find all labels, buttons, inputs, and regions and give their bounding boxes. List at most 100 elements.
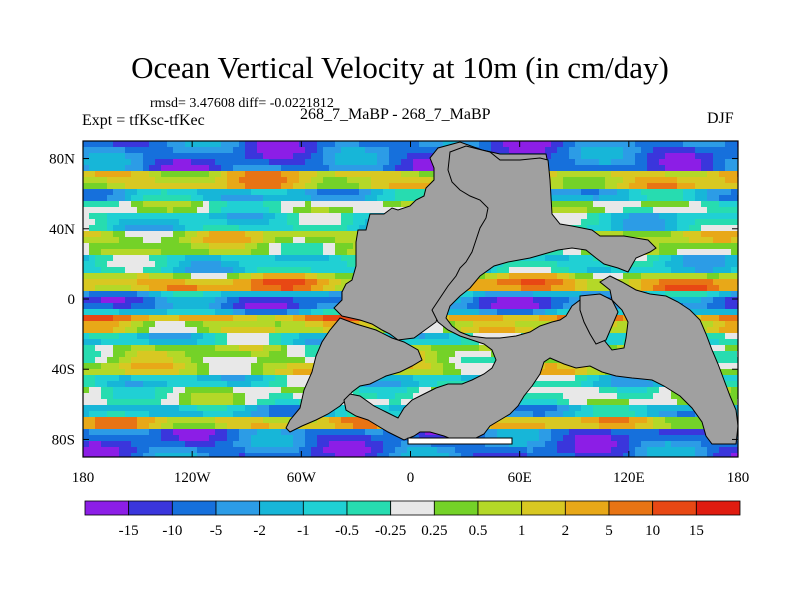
- field-cell: [599, 171, 605, 177]
- field-cell: [491, 309, 497, 315]
- field-cell: [185, 429, 191, 435]
- field-cell: [281, 375, 287, 381]
- field-cell: [203, 267, 209, 273]
- field-cell: [527, 441, 533, 447]
- field-cell: [113, 435, 119, 441]
- field-cell: [101, 171, 107, 177]
- field-cell: [203, 219, 209, 225]
- field-cell: [641, 255, 647, 261]
- field-cell: [149, 147, 155, 153]
- field-cell: [311, 447, 317, 453]
- field-cell: [269, 435, 275, 441]
- field-cell: [299, 321, 305, 327]
- field-cell: [575, 285, 581, 291]
- field-cell: [149, 363, 155, 369]
- field-cell: [311, 339, 317, 345]
- field-cell: [233, 207, 239, 213]
- field-cell: [101, 189, 107, 195]
- field-cell: [623, 213, 629, 219]
- field-cell: [131, 279, 137, 285]
- field-cell: [305, 453, 311, 457]
- field-cell: [161, 159, 167, 165]
- field-cell: [629, 225, 635, 231]
- field-cell: [215, 225, 221, 231]
- field-cell: [527, 435, 533, 441]
- field-cell: [551, 273, 557, 279]
- field-cell: [455, 447, 461, 453]
- field-cell: [203, 279, 209, 285]
- field-cell: [125, 291, 131, 297]
- field-cell: [209, 219, 215, 225]
- field-cell: [89, 429, 95, 435]
- field-cell: [233, 147, 239, 153]
- field-cell: [281, 243, 287, 249]
- field-cell: [263, 189, 269, 195]
- field-cell: [581, 261, 587, 267]
- field-cell: [491, 267, 497, 273]
- field-cell: [251, 405, 257, 411]
- field-cell: [419, 171, 425, 177]
- field-cell: [83, 255, 89, 261]
- field-cell: [227, 411, 233, 417]
- field-cell: [299, 213, 305, 219]
- field-cell: [167, 393, 173, 399]
- field-cell: [107, 297, 113, 303]
- field-cell: [107, 357, 113, 363]
- field-cell: [635, 255, 641, 261]
- field-cell: [239, 147, 245, 153]
- field-cell: [197, 369, 203, 375]
- field-cell: [101, 453, 107, 457]
- field-cell: [401, 177, 407, 183]
- field-cell: [173, 171, 179, 177]
- field-cell: [641, 435, 647, 441]
- field-cell: [545, 303, 551, 309]
- field-cell: [341, 201, 347, 207]
- field-cell: [179, 363, 185, 369]
- field-cell: [629, 447, 635, 453]
- field-cell: [185, 159, 191, 165]
- field-cell: [317, 231, 323, 237]
- field-cell: [605, 423, 611, 429]
- field-cell: [605, 219, 611, 225]
- field-cell: [305, 159, 311, 165]
- field-cell: [251, 357, 257, 363]
- field-cell: [155, 195, 161, 201]
- field-cell: [203, 291, 209, 297]
- field-cell: [539, 285, 545, 291]
- field-cell: [599, 225, 605, 231]
- field-cell: [365, 153, 371, 159]
- field-cell: [377, 165, 383, 171]
- field-cell: [293, 183, 299, 189]
- field-cell: [95, 159, 101, 165]
- field-cell: [137, 417, 143, 423]
- field-cell: [623, 165, 629, 171]
- field-cell: [275, 285, 281, 291]
- field-cell: [233, 351, 239, 357]
- field-cell: [365, 429, 371, 435]
- field-cell: [101, 303, 107, 309]
- field-cell: [143, 213, 149, 219]
- field-cell: [119, 231, 125, 237]
- field-cell: [257, 219, 263, 225]
- field-cell: [137, 375, 143, 381]
- field-cell: [287, 189, 293, 195]
- field-cell: [185, 147, 191, 153]
- field-cell: [263, 417, 269, 423]
- field-cell: [131, 321, 137, 327]
- field-cell: [215, 273, 221, 279]
- field-cell: [509, 141, 515, 147]
- field-cell: [167, 159, 173, 165]
- field-cell: [263, 423, 269, 429]
- field-cell: [239, 417, 245, 423]
- field-cell: [611, 435, 617, 441]
- field-cell: [305, 291, 311, 297]
- field-cell: [143, 411, 149, 417]
- field-cell: [443, 333, 449, 339]
- field-cell: [185, 183, 191, 189]
- field-cell: [209, 267, 215, 273]
- field-cell: [497, 297, 503, 303]
- field-cell: [491, 333, 497, 339]
- field-cell: [239, 447, 245, 453]
- field-cell: [395, 435, 401, 441]
- field-cell: [275, 417, 281, 423]
